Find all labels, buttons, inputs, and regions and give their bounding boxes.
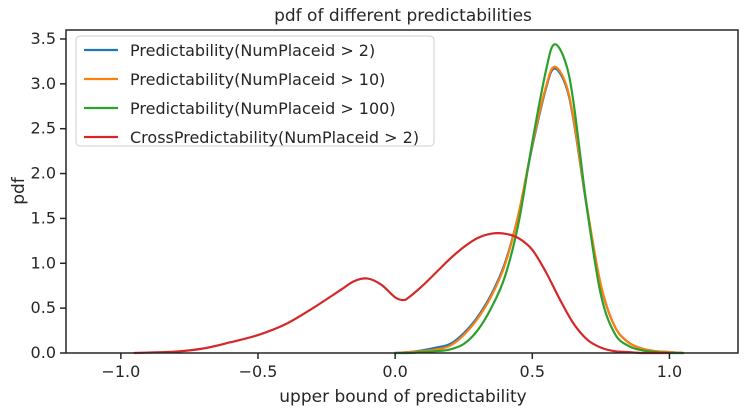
series-line-3 bbox=[394, 43, 685, 355]
x-tick-label: −0.5 bbox=[239, 362, 278, 381]
legend-entry: Predictability(NumPlaceid > 2) bbox=[130, 41, 375, 60]
legend-box bbox=[75, 35, 435, 147]
x-tick-label: −1.0 bbox=[101, 362, 140, 381]
x-tick-label: 0.0 bbox=[382, 362, 407, 381]
plot-lines bbox=[133, 43, 685, 355]
y-axis-label: pdf bbox=[9, 176, 29, 205]
y-tick-label: 2.0 bbox=[31, 164, 56, 183]
y-axis-ticks: 0.0 0.5 1.0 1.5 2.0 2.5 3.0 3.5 bbox=[31, 29, 66, 362]
x-axis-label: upper bound of predictability bbox=[279, 387, 526, 407]
legend-entry: Predictability(NumPlaceid > 10) bbox=[130, 70, 385, 89]
y-tick-label: 2.5 bbox=[31, 119, 56, 138]
x-tick-label: 1.0 bbox=[657, 362, 682, 381]
y-tick-label: 3.0 bbox=[31, 74, 56, 93]
chart-title: pdf of different predictabilities bbox=[274, 6, 532, 26]
y-tick-label: 0.0 bbox=[31, 343, 56, 362]
y-tick-label: 3.5 bbox=[31, 29, 56, 48]
x-axis-ticks: −1.0 −0.5 0.0 0.5 1.0 bbox=[101, 353, 682, 381]
x-tick-label: 0.5 bbox=[520, 362, 545, 381]
legend: Predictability(NumPlaceid > 2) Predictabi… bbox=[75, 35, 435, 147]
series-line-2 bbox=[394, 65, 685, 355]
legend-entry: CrossPredictability(NumPlaceid > 2) bbox=[130, 128, 419, 147]
legend-entry: Predictability(NumPlaceid > 100) bbox=[130, 99, 396, 118]
y-tick-label: 0.5 bbox=[31, 298, 56, 317]
plot-frame bbox=[65, 29, 739, 354]
y-tick-label: 1.5 bbox=[31, 208, 56, 227]
y-tick-label: 1.0 bbox=[31, 253, 56, 272]
series-line-4 bbox=[133, 232, 671, 355]
